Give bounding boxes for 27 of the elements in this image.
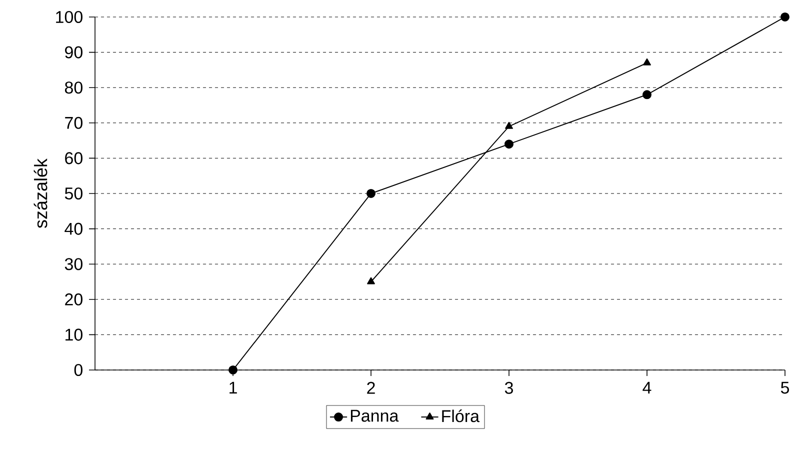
y-tick-label: 30 xyxy=(64,258,82,270)
x-tick-label: 5 xyxy=(780,382,789,394)
point xyxy=(228,365,238,374)
y-tick-label: 60 xyxy=(65,152,82,164)
legend-label: Flóra xyxy=(442,409,480,422)
y-tick-label: 10 xyxy=(66,328,82,341)
point xyxy=(367,277,375,284)
y-tick-label: 0 xyxy=(74,364,82,376)
y-tick-label: 90 xyxy=(65,46,82,58)
point xyxy=(505,122,513,129)
y-tick-label: 20 xyxy=(65,293,82,306)
point xyxy=(366,188,376,198)
y-tick-label: 80 xyxy=(64,82,82,94)
x-tick-label: 3 xyxy=(504,382,513,394)
y-axis-title: százalék xyxy=(34,158,48,228)
point xyxy=(642,90,652,100)
y-tick-label: 50 xyxy=(64,187,82,200)
x-tick-label: 4 xyxy=(642,382,652,394)
y-tick-label: 100 xyxy=(56,10,82,24)
x-tick-label: 2 xyxy=(367,382,375,394)
x-tick-label: 1 xyxy=(230,382,237,394)
legend-label: Panna xyxy=(350,410,399,422)
y-tick-label: 70 xyxy=(65,116,82,129)
point xyxy=(780,12,790,22)
y-tick-label: 40 xyxy=(64,222,82,235)
point xyxy=(504,140,514,149)
point xyxy=(643,58,651,66)
